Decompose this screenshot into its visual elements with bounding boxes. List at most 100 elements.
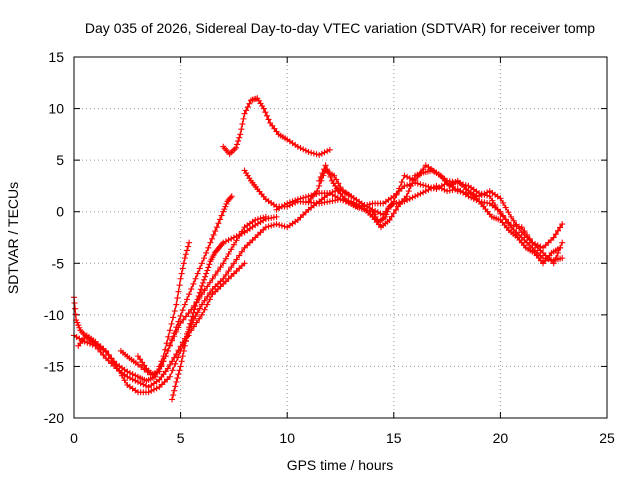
data-point-marker [252,216,259,223]
data-point-marker [409,194,416,201]
data-point-marker [217,216,224,223]
data-point-marker [401,172,408,179]
data-point-marker [181,301,188,308]
data-point-marker [497,210,504,217]
data-point-marker [305,148,312,155]
x-axis-label: GPS time / hours [287,457,394,473]
data-point-marker [534,244,541,251]
x-tick-label: 5 [177,430,185,446]
data-point-marker [203,270,210,277]
data-point-marker [284,200,291,207]
data-point-marker [552,255,559,262]
data-point-marker [222,203,229,210]
data-point-marker [238,248,245,255]
data-point-marker [74,319,81,326]
data-point-marker [385,205,392,212]
data-point-marker [72,305,79,312]
data-point-marker [183,296,190,303]
data-point-marker [300,211,307,218]
data-point-marker [302,147,309,154]
data-point-marker [428,184,435,191]
data-point-marker [187,320,194,327]
data-series [71,95,566,403]
data-point-marker [502,216,509,223]
data-point-marker [162,346,169,353]
data-point-marker [324,166,331,173]
data-point-marker [333,176,340,183]
data-point-marker [230,270,237,277]
data-point-marker [557,224,564,231]
data-point-marker [494,206,501,213]
data-point-marker [228,246,235,253]
data-point-marker [148,387,155,394]
data-point-marker [139,359,146,366]
data-point-marker [220,239,227,246]
data-point-marker [308,192,315,199]
data-point-marker [230,234,237,241]
data-point-marker [332,193,339,200]
data-point-marker [102,347,109,354]
data-point-marker [171,307,178,314]
data-point-marker [178,270,185,277]
data-point-marker [319,170,326,177]
data-point-marker [406,175,413,182]
data-point-marker [390,193,397,200]
data-point-marker [186,239,193,246]
data-point-marker [233,233,240,240]
data-point-marker [222,278,229,285]
series-track-3 [75,260,248,396]
data-point-marker [214,286,221,293]
data-point-marker [388,213,395,220]
y-tick-label: 5 [56,152,64,168]
data-point-marker [215,220,222,227]
data-point-marker [134,361,141,368]
data-point-marker [236,134,243,141]
data-point-marker [183,333,190,340]
data-point-marker [422,188,429,195]
data-point-marker [241,110,248,117]
data-point-marker [425,183,432,190]
data-point-marker [137,380,144,387]
data-point-marker [278,203,285,210]
data-point-marker [168,320,175,327]
data-point-marker [300,194,307,201]
data-point-marker [222,238,229,245]
data-point-marker [222,271,229,278]
series-track-4 [134,239,193,380]
data-point-marker [177,363,184,370]
data-point-marker [121,377,128,384]
data-point-marker [241,260,248,267]
data-point-marker [198,301,205,308]
data-point-marker [179,307,186,314]
data-point-marker [192,303,199,310]
data-point-marker [235,138,242,145]
data-point-marker [142,382,149,389]
data-point-marker [177,312,184,319]
data-point-marker [105,351,112,358]
data-point-marker [386,216,393,223]
data-point-marker [537,247,544,254]
data-point-marker [294,216,301,223]
data-point-marker [165,333,172,340]
data-point-marker [318,150,325,157]
data-point-marker [364,202,371,209]
y-tick-label: -5 [52,255,65,271]
data-point-marker [217,264,224,271]
data-point-marker [193,299,200,306]
data-point-marker [313,190,320,197]
data-point-marker [158,363,165,370]
data-point-marker [174,295,181,302]
data-point-marker [393,190,400,197]
data-point-marker [366,201,373,208]
data-point-marker [212,283,219,290]
data-point-marker [254,231,261,238]
data-point-marker [204,283,211,290]
data-point-marker [166,373,173,380]
data-point-marker [189,313,196,320]
data-point-marker [262,224,269,231]
data-point-marker [552,231,559,238]
data-point-marker [228,193,235,200]
data-point-marker [257,219,264,226]
data-point-marker [390,210,397,217]
data-point-marker [377,210,384,217]
